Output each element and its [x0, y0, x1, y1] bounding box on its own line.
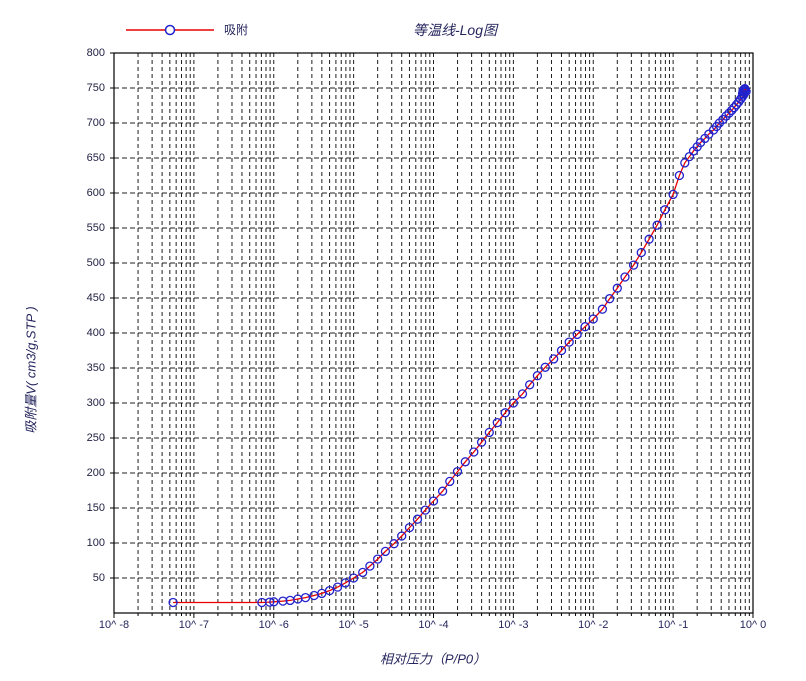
x-tick-label: 10^ -8: [98, 619, 130, 631]
y-tick-label: 650: [86, 152, 105, 164]
series-line: [173, 88, 748, 604]
y-tick-label: 250: [86, 432, 105, 444]
x-axis-title: 相对压力（P/P0）: [379, 651, 487, 667]
plot-frame: [113, 52, 754, 614]
x-tick-label: 10^ -4: [418, 619, 449, 631]
y-tick-label: 100: [86, 537, 105, 549]
series-markers: [168, 84, 751, 608]
y-tick-label: 150: [86, 502, 105, 514]
y-tick-label: 450: [86, 292, 105, 304]
x-tick-label: 10^ -7: [178, 619, 209, 631]
y-tick-label: 300: [86, 397, 105, 409]
chart-title: 等温线-Log图: [412, 22, 498, 38]
chart-legend: 吸附: [125, 21, 248, 38]
x-tick-label: 10^ -5: [338, 619, 369, 631]
x-tick-label: 10^ -1: [658, 619, 689, 631]
y-tick-label: 700: [86, 117, 105, 129]
y-tick-label: 350: [86, 362, 105, 374]
legend-marker-icon: [126, 24, 214, 35]
y-tick-label: 600: [86, 187, 105, 199]
y-tick-label: 750: [86, 82, 105, 94]
x-tick-label: 10^ -6: [258, 619, 289, 631]
y-tick-label: 550: [86, 222, 105, 234]
y-tick-label: 200: [86, 467, 105, 479]
axis-tick-marks: [110, 52, 754, 618]
y-axis-title: 吸附量V( cm3/g,STP ): [23, 306, 39, 434]
legend-series-label: 吸附: [224, 23, 249, 37]
x-tick-label: 10^ 0: [739, 619, 767, 631]
x-tick-label: 10^ -3: [498, 619, 529, 631]
grid-lines: [114, 53, 753, 613]
y-tick-label: 500: [86, 257, 105, 269]
x-tick-label: 10^ -2: [578, 619, 609, 631]
y-tick-label: 800: [86, 47, 105, 59]
y-tick-label: 50: [92, 572, 105, 584]
y-tick-label: 400: [86, 327, 105, 339]
